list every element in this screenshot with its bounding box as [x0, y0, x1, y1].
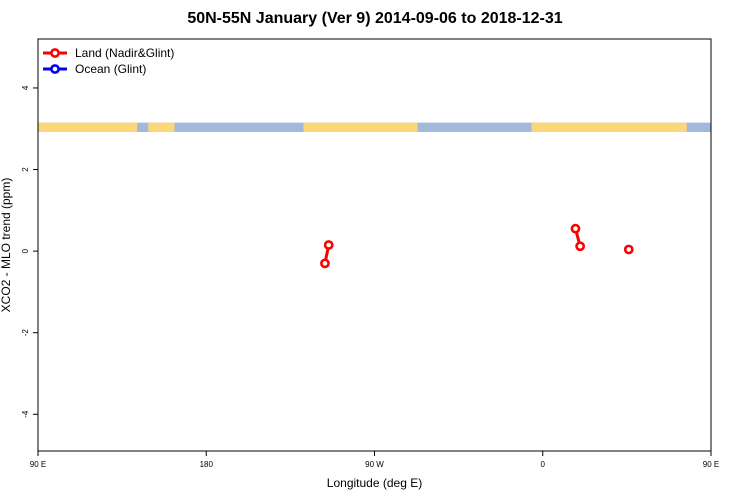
land-band: [303, 122, 418, 133]
legend-label: Ocean (Glint): [75, 62, 146, 76]
land-band: [148, 122, 175, 133]
y-tick-label: 2: [21, 167, 30, 172]
y-tick-label: -2: [21, 329, 30, 337]
land-band: [531, 122, 687, 133]
x-axis-label: Longitude (deg E): [326, 476, 423, 490]
axes: 90 E 180 90 W 0 90 E -4 -2 0 2 4: [21, 85, 719, 469]
data-layer: [320, 223, 634, 269]
data-point: [323, 240, 334, 250]
y-tick-label: -4: [21, 410, 30, 418]
legend-marker: [50, 48, 60, 58]
x-tick-label: 180: [200, 460, 214, 469]
land-ocean-mask-strip: [38, 122, 711, 133]
land-band: [38, 122, 138, 133]
data-point: [570, 223, 581, 234]
data-point: [623, 244, 634, 255]
chart-title: 50N-55N January (Ver 9) 2014-09-06 to 20…: [187, 10, 563, 27]
x-tick-label: 90 E: [30, 460, 46, 469]
legend-label: Land (Nadir&Glint): [75, 46, 174, 60]
legend: Land (Nadir&Glint) Ocean (Glint): [43, 46, 174, 76]
plot-frame: [37, 38, 712, 452]
x-tick-label: 0: [541, 460, 546, 469]
legend-marker: [50, 64, 60, 74]
y-axis-label: XCO2 - MLO trend (ppm): [0, 177, 13, 313]
y-tick-label: 0: [21, 248, 30, 253]
data-point: [320, 258, 330, 269]
data-point: [575, 241, 586, 252]
y-tick-label: 4: [21, 85, 30, 90]
x-tick-label: 90 E: [703, 460, 719, 469]
x-tick-label: 90 W: [365, 460, 384, 469]
